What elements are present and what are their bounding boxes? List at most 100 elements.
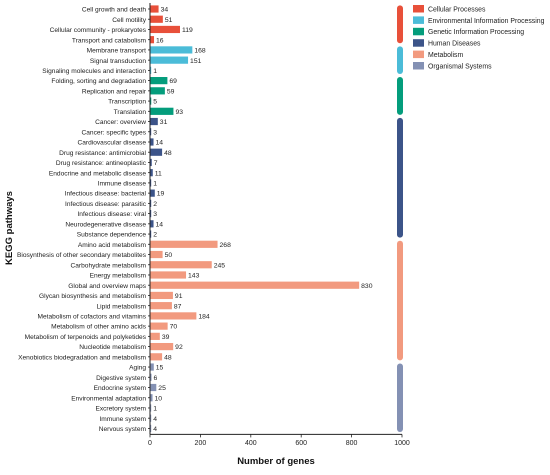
group-indicator	[397, 46, 403, 74]
bar	[150, 179, 152, 187]
legend-label: Organismal Systems	[428, 63, 492, 70]
category-label: Endocrine system	[94, 385, 147, 392]
category-label: Membrane transport	[87, 48, 147, 55]
category-label: Immune disease	[98, 181, 147, 188]
value-label: 1	[153, 406, 157, 413]
value-label: 3	[153, 129, 157, 136]
category-label: Carbohydrate metabolism	[71, 262, 147, 269]
bar	[150, 414, 152, 422]
value-label: 59	[167, 88, 175, 95]
bar	[150, 107, 174, 115]
category-label: Metabolism of terpenoids and polyketides	[25, 334, 147, 341]
value-label: 93	[175, 109, 183, 116]
category-label: Nervous system	[99, 426, 147, 433]
bar	[150, 189, 155, 197]
bar	[150, 281, 360, 289]
bar	[150, 5, 159, 13]
group-indicator	[397, 240, 403, 361]
group-indicator	[397, 5, 403, 44]
value-label: 1	[153, 181, 157, 188]
legend-label: Environmental Information Processing	[428, 18, 545, 25]
category-label: Lipid metabolism	[97, 303, 147, 310]
category-label: Aging	[129, 365, 146, 372]
x-tick-label: 400	[245, 440, 257, 447]
value-label: 151	[190, 58, 202, 65]
value-label: 4	[153, 426, 157, 433]
bar	[150, 87, 165, 95]
value-label: 14	[156, 140, 164, 147]
category-label: Neurodegenerative disease	[65, 221, 146, 228]
bar	[150, 373, 152, 381]
category-label: Global and overview maps	[68, 283, 146, 290]
x-axis: 0 200 400 600 800 1000	[148, 3, 410, 447]
bar	[150, 210, 152, 218]
legend-label: Human Diseases	[428, 41, 481, 48]
value-label: 69	[169, 78, 177, 85]
value-label: 245	[214, 262, 226, 269]
bar	[150, 36, 155, 44]
category-label: Biosynthesis of other secondary metaboli…	[17, 252, 147, 259]
value-labels: 3451119161681511695959331314487111192314…	[153, 7, 373, 433]
category-label: Cell motility	[112, 17, 146, 24]
value-label: 268	[220, 242, 232, 249]
category-label: Metabolism of other amino acids	[51, 324, 147, 331]
bar	[150, 261, 212, 269]
category-label: Transcription	[108, 99, 146, 106]
bar	[150, 332, 160, 340]
bar	[150, 353, 163, 361]
value-label: 6	[154, 375, 158, 382]
category-label: Digestive system	[96, 375, 146, 382]
category-label: Xenobiotics biodegradation and metabolis…	[18, 354, 146, 361]
category-label: Infectious disease: parasitic	[65, 201, 147, 208]
category-label: Metabolism of cofactors and vitamins	[38, 314, 147, 321]
category-label: Transport and catabolism	[72, 37, 147, 44]
legend-swatch	[413, 50, 424, 59]
category-label: Cell growth and death	[82, 7, 146, 14]
bar	[150, 271, 187, 279]
value-label: 19	[157, 191, 165, 198]
category-label: Translation	[114, 109, 147, 116]
bar	[150, 383, 157, 392]
category-label: Folding, sorting and degradation	[51, 78, 146, 85]
x-tick-label: 1000	[394, 440, 410, 447]
bar	[150, 46, 193, 54]
value-label: 92	[175, 344, 183, 351]
bar	[150, 230, 152, 238]
category-label: Environmental adaptation	[71, 395, 146, 402]
group-indicator	[397, 363, 403, 433]
bar	[150, 342, 174, 351]
category-label: Cellular community - prokaryotes	[50, 27, 147, 34]
bar	[150, 158, 152, 167]
bar	[150, 240, 218, 248]
value-label: 143	[188, 273, 200, 280]
category-label: Signaling molecules and interaction	[42, 68, 146, 75]
bar	[150, 404, 152, 412]
value-label: 50	[165, 252, 173, 259]
category-label: Glycan biosynthesis and metabolism	[39, 293, 147, 300]
value-label: 119	[182, 27, 193, 34]
category-labels: Cell growth and death Cell motility Cellul…	[17, 7, 150, 433]
group-indicator	[397, 117, 403, 238]
legend-swatch	[413, 27, 424, 36]
category-label: Endocrine and metabolic disease	[49, 170, 146, 177]
value-label: 4	[153, 416, 157, 423]
bar	[150, 148, 163, 156]
x-tick-label: 600	[295, 440, 307, 447]
y-axis-title: KEGG pathways	[4, 191, 15, 265]
bar	[150, 250, 163, 259]
bar	[150, 169, 153, 177]
value-label: 7	[154, 160, 158, 167]
category-label: Cancer: overview	[95, 119, 146, 126]
value-label: 5	[153, 99, 157, 106]
value-label: 31	[160, 119, 168, 126]
bar	[150, 291, 173, 300]
value-label: 10	[155, 395, 163, 402]
bar	[150, 302, 172, 310]
value-label: 25	[158, 385, 166, 392]
bar	[150, 15, 163, 23]
category-label: Infectious disease: viral	[77, 211, 146, 218]
category-label: Energy metabolism	[90, 273, 147, 280]
value-label: 16	[156, 37, 164, 44]
